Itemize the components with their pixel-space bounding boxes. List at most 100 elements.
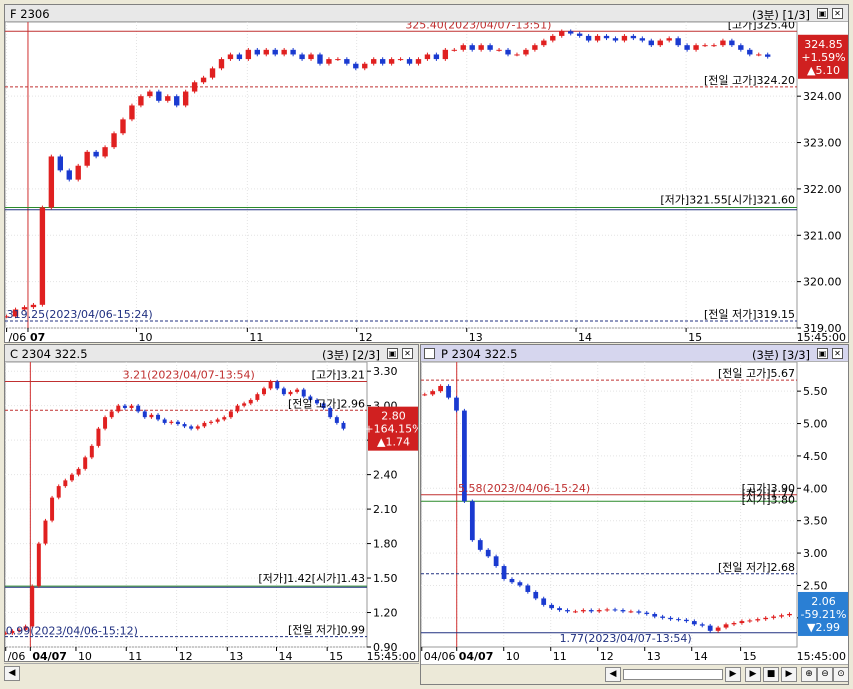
- close-icon[interactable]: ✕: [832, 348, 843, 359]
- candle: [147, 91, 153, 97]
- candle: [438, 385, 443, 392]
- y-tick-label: 3.50: [803, 515, 828, 528]
- candle: [48, 156, 55, 208]
- restore-icon[interactable]: ▣: [817, 8, 828, 19]
- scroll-track[interactable]: [623, 669, 723, 680]
- candle: [228, 411, 233, 418]
- y-tick-label: 5.00: [803, 418, 828, 431]
- candle: [23, 626, 28, 630]
- annotation-high_point: 3.21(2023/04/07-13:54): [123, 369, 255, 382]
- candle: [165, 96, 171, 101]
- candle: [227, 54, 234, 60]
- scroll-left-button[interactable]: ◀: [605, 667, 621, 682]
- candle: [245, 49, 252, 60]
- futures-chart[interactable]: 319.00 320.00 321.00 322.00 323.00 324.00/06 0…: [5, 22, 849, 343]
- candle: [397, 59, 404, 61]
- candle: [765, 54, 771, 57]
- candle: [235, 405, 240, 412]
- zoom-reset-icon[interactable]: ⊙: [833, 667, 848, 682]
- candle: [174, 96, 180, 106]
- y-tick-label: 4.50: [803, 450, 828, 463]
- candle: [549, 604, 554, 609]
- next-icon[interactable]: ▶: [781, 667, 797, 682]
- candle: [565, 610, 570, 612]
- candle: [281, 388, 286, 395]
- put-chart[interactable]: 2.002.503.003.504.004.505.005.5004/0604/…: [421, 362, 849, 663]
- y-tick-label: 3.00: [803, 547, 828, 560]
- candle: [460, 45, 466, 50]
- annotation-high_point: 325.40(2023/04/07-13:51): [405, 22, 551, 31]
- candle: [43, 520, 48, 544]
- candle: [756, 54, 762, 56]
- x-tick-label: 10: [506, 650, 520, 663]
- candle: [433, 54, 440, 60]
- last-price: 2.80: [381, 410, 406, 423]
- last-change: ▲1.74: [377, 436, 410, 449]
- annotation-prev_low: [전일 저가]319.15: [704, 307, 795, 321]
- candle: [699, 624, 705, 626]
- y-tick-label: 321.00: [803, 229, 842, 242]
- y-tick-label: 1.80: [373, 538, 398, 551]
- candle: [755, 619, 761, 621]
- x-tick-label: 10: [138, 331, 152, 343]
- zoom-in-icon[interactable]: ⊕: [801, 667, 817, 682]
- candle: [462, 410, 467, 502]
- candle: [290, 49, 296, 55]
- candle: [532, 45, 538, 50]
- candle: [485, 549, 491, 557]
- plot-area: [421, 362, 798, 648]
- x-tick-label: 14: [279, 650, 293, 662]
- stop-icon[interactable]: ■: [763, 667, 779, 682]
- checkbox[interactable]: [424, 348, 435, 359]
- y-tick-label: 2.50: [803, 579, 828, 592]
- scroll-right-button[interactable]: ▶: [725, 667, 741, 682]
- call-chart[interactable]: 0.901.201.501.802.102.402.703.003.30/060…: [5, 362, 419, 662]
- candle: [550, 35, 556, 41]
- close-icon[interactable]: ✕: [832, 8, 843, 19]
- last-change: ▼2.99: [807, 621, 840, 634]
- restore-icon[interactable]: ▣: [817, 348, 828, 359]
- annotation-low_open: [저가]1.77: [742, 487, 795, 500]
- candle: [156, 414, 161, 420]
- candle: [691, 621, 697, 625]
- restore-icon[interactable]: ▣: [387, 348, 398, 359]
- x-tick-label: 04/07: [32, 650, 67, 662]
- candle: [10, 630, 15, 634]
- candle: [189, 426, 194, 429]
- candle: [603, 35, 610, 39]
- candle: [648, 40, 654, 46]
- annotation-prev_low: [전일 저가]2.68: [718, 560, 795, 574]
- candle: [731, 623, 737, 625]
- x-tick-label: 04/06: [424, 650, 456, 663]
- last-price: 324.85: [804, 38, 843, 51]
- y-tick-label: 0.90: [373, 641, 398, 654]
- x-tick-label: /06: [8, 650, 26, 662]
- x-tick-label: 13: [469, 331, 483, 343]
- y-tick-label: 322.00: [803, 183, 842, 196]
- candle: [702, 45, 708, 47]
- candle: [288, 391, 293, 395]
- scroll-left-button[interactable]: ◀: [4, 666, 20, 681]
- candle: [644, 612, 650, 614]
- close-icon[interactable]: ✕: [402, 348, 413, 359]
- y-tick-label: 324.00: [803, 90, 842, 103]
- candle: [236, 54, 243, 60]
- candle: [668, 617, 673, 620]
- candle: [222, 417, 227, 420]
- candle: [344, 59, 350, 64]
- candle: [63, 480, 68, 487]
- annotation-prev_high: [전일 고가]324.20: [704, 73, 795, 87]
- last-change-pct: +164.15%: [364, 423, 419, 436]
- x-tick-label: 13: [647, 650, 661, 663]
- play-icon[interactable]: ▶: [745, 667, 761, 682]
- candle: [136, 405, 141, 412]
- candle: [501, 566, 507, 579]
- candle: [711, 45, 717, 47]
- candle: [162, 419, 167, 423]
- zoom-out-icon[interactable]: ⊖: [817, 667, 833, 682]
- y-tick-label: 1.50: [373, 572, 398, 585]
- candle: [477, 540, 483, 550]
- x-tick-label: 04/07: [459, 650, 494, 663]
- put-chart-panel: P 2304 322.5 (3분) [3/3] ▣ ✕ 2.002.503.00…: [420, 344, 849, 685]
- x-tick-label: 11: [553, 650, 567, 663]
